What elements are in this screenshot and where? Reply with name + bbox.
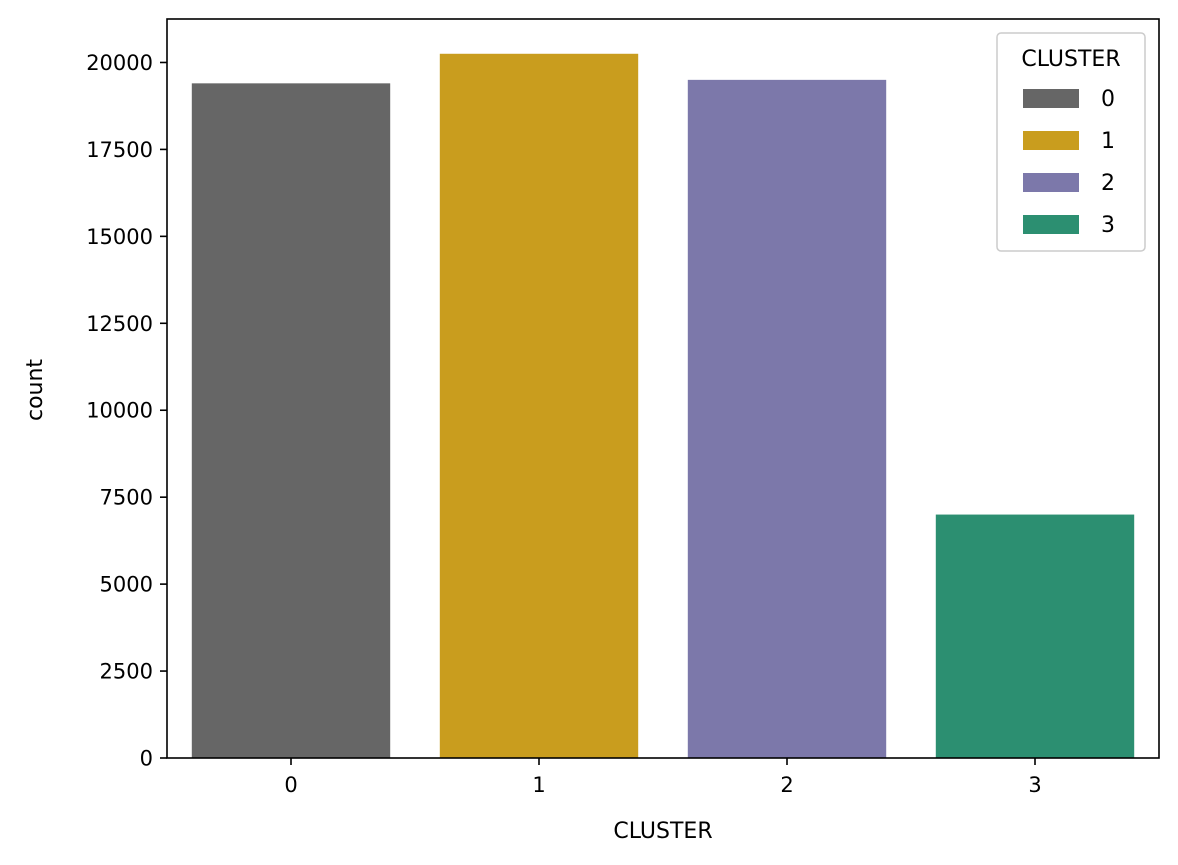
y-tick-label: 7500 <box>100 486 153 510</box>
x-tick-label: 2 <box>780 773 793 797</box>
x-axis-label: CLUSTER <box>613 819 712 844</box>
legend-entry-label: 2 <box>1101 171 1115 196</box>
bar-cluster-1 <box>439 53 639 758</box>
legend-title: CLUSTER <box>1021 47 1120 72</box>
legend-swatch-2 <box>1023 173 1079 192</box>
plot-frame <box>166 18 1160 759</box>
legend-entry-label: 0 <box>1101 87 1115 112</box>
bar-cluster-2 <box>687 79 887 759</box>
legend-swatch-3 <box>1023 215 1079 234</box>
y-tick-label: 20000 <box>86 51 153 75</box>
y-tick-label: 10000 <box>86 399 153 423</box>
legend-swatch-0 <box>1023 89 1079 108</box>
y-tick-label: 5000 <box>100 573 153 597</box>
y-tick-label: 15000 <box>86 225 153 249</box>
bar-cluster-3 <box>935 514 1135 758</box>
y-axis-label: count <box>23 359 48 421</box>
y-tick-label: 12500 <box>86 312 153 336</box>
legend: CLUSTER 0 1 2 3 <box>996 32 1146 252</box>
x-axis: 0 1 2 3 <box>284 758 1042 797</box>
y-tick-label: 2500 <box>100 660 153 684</box>
y-tick-label: 0 <box>140 747 153 771</box>
legend-swatch-1 <box>1023 131 1079 150</box>
x-tick-label: 3 <box>1028 773 1041 797</box>
legend-entry-label: 1 <box>1101 129 1115 154</box>
y-tick-label: 17500 <box>86 138 153 162</box>
x-tick-label: 1 <box>532 773 545 797</box>
x-tick-label: 0 <box>284 773 297 797</box>
legend-entry-label: 3 <box>1101 213 1115 238</box>
bar-cluster-0 <box>191 83 391 759</box>
y-axis: 0 2500 5000 7500 10000 12500 15000 17500 20000 <box>86 51 167 771</box>
bars-layer <box>191 53 1135 759</box>
